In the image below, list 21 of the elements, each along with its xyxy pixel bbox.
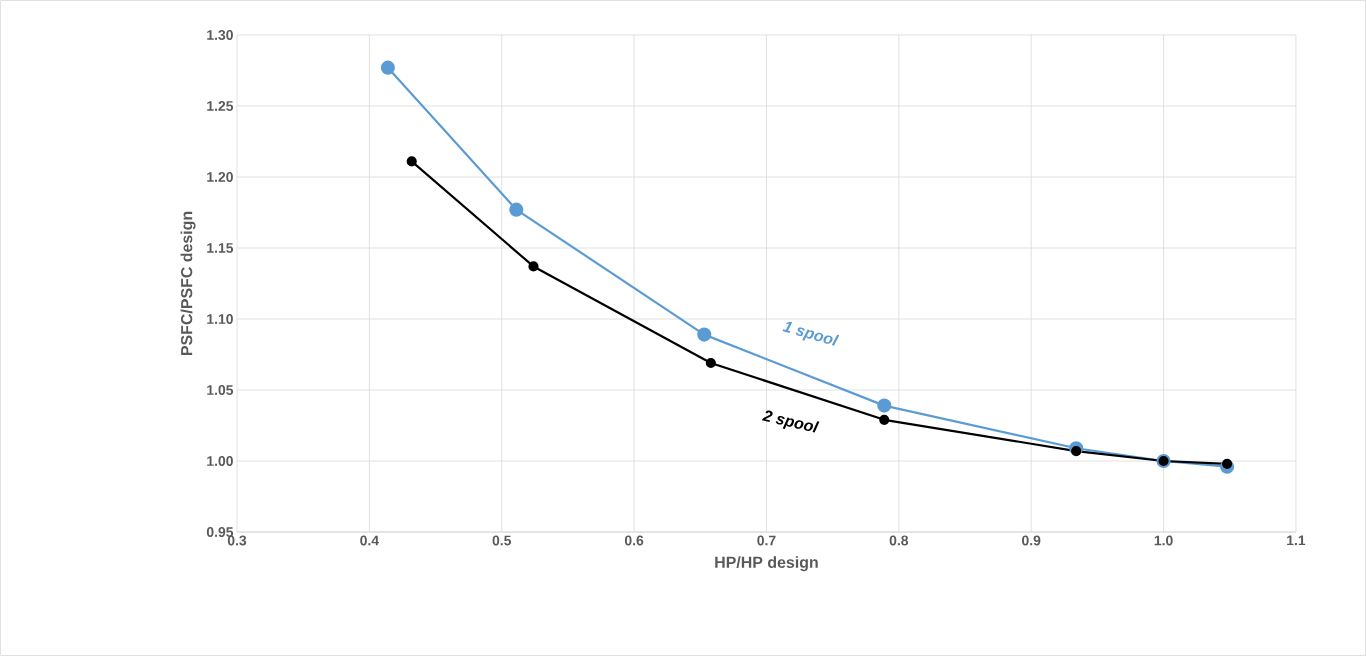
y-tick-label: 1.15 (207, 243, 234, 253)
x-tick-label: 0.4 (360, 535, 379, 546)
x-tick-label: 0.5 (492, 535, 512, 546)
x-tick-label: 1.0 (1154, 535, 1173, 546)
y-tick-label: 1.20 (207, 172, 233, 182)
y-tick-label: 1.05 (207, 385, 234, 395)
text: 2 spool (761, 410, 820, 433)
x-tick-label: 0.9 (1022, 535, 1041, 546)
y-tick-label: 0.95 (206, 527, 234, 537)
y-axis-title: PSFC/PSFC design (180, 211, 196, 356)
y-tick-label: 1.00 (207, 456, 233, 466)
x-tick-label: 0.8 (889, 535, 909, 546)
x-tick-label: 1.1 (1287, 535, 1306, 546)
y-tick-label: 1.25 (207, 101, 234, 111)
text: 1 spool (782, 321, 840, 346)
x-tick-label: 0.7 (757, 535, 776, 546)
x-axis-title: HP/HP design (715, 556, 818, 572)
y-tick-label: 1.10 (207, 314, 233, 324)
y-tick-label: 1.30 (207, 30, 233, 40)
x-tick-label: 0.6 (624, 535, 644, 546)
x-tick-label: 0.3 (227, 535, 247, 546)
